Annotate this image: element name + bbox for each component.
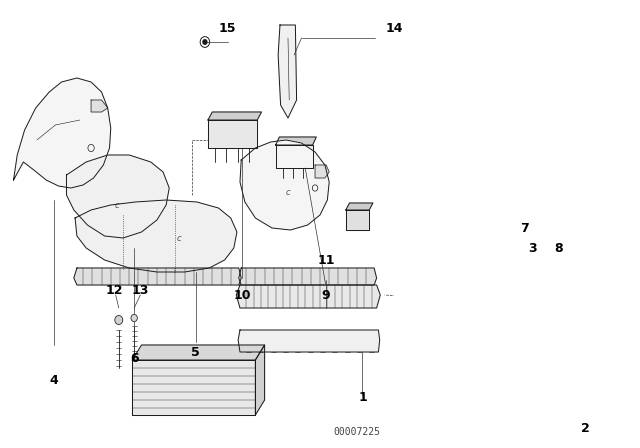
Polygon shape	[239, 268, 376, 285]
Text: 12: 12	[105, 284, 123, 297]
Text: 4: 4	[50, 374, 58, 387]
Polygon shape	[238, 330, 380, 352]
Text: 1: 1	[358, 391, 367, 404]
Text: 14: 14	[385, 22, 403, 34]
Text: 8: 8	[554, 241, 563, 254]
Polygon shape	[315, 165, 329, 178]
Polygon shape	[208, 112, 262, 120]
Polygon shape	[255, 345, 264, 415]
Text: 3: 3	[528, 241, 536, 254]
Polygon shape	[13, 78, 111, 188]
Text: 15: 15	[219, 22, 236, 34]
Text: c: c	[285, 188, 291, 197]
Text: 2: 2	[581, 422, 590, 435]
Text: 5: 5	[191, 345, 200, 358]
Polygon shape	[132, 345, 264, 360]
Polygon shape	[75, 200, 237, 272]
Polygon shape	[240, 140, 329, 230]
Text: c: c	[176, 233, 180, 242]
Polygon shape	[276, 145, 312, 168]
Circle shape	[131, 314, 138, 322]
Text: 7: 7	[520, 221, 529, 234]
Text: 6: 6	[130, 352, 138, 365]
Polygon shape	[132, 360, 255, 415]
Text: 00007225: 00007225	[333, 427, 380, 437]
Text: c: c	[115, 201, 119, 210]
Polygon shape	[236, 285, 380, 308]
Text: 11: 11	[317, 254, 335, 267]
Polygon shape	[346, 210, 369, 230]
Circle shape	[203, 40, 207, 44]
Polygon shape	[67, 155, 169, 238]
Text: 10: 10	[234, 289, 251, 302]
Text: 9: 9	[322, 289, 330, 302]
Circle shape	[115, 315, 123, 324]
Polygon shape	[74, 268, 241, 285]
Polygon shape	[91, 100, 108, 112]
Polygon shape	[346, 203, 373, 210]
Polygon shape	[278, 25, 296, 118]
Polygon shape	[276, 137, 316, 145]
Polygon shape	[208, 120, 257, 148]
Text: 13: 13	[132, 284, 149, 297]
